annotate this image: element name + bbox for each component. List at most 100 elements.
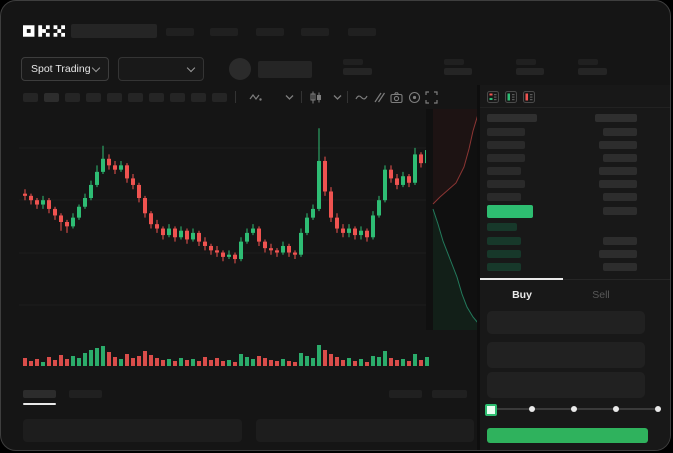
slider-handle[interactable] xyxy=(485,404,497,416)
skeleton-nav-item[interactable] xyxy=(166,28,194,36)
fullscreen-icon[interactable] xyxy=(425,91,438,104)
order-book-row[interactable] xyxy=(487,154,525,162)
compare-icon[interactable] xyxy=(372,91,385,104)
slider-stop-dot[interactable] xyxy=(529,406,535,412)
order-book-row[interactable] xyxy=(603,207,637,215)
order-book-row[interactable] xyxy=(487,250,521,258)
skeleton-interval-button[interactable] xyxy=(86,93,101,102)
slider-stop-dot[interactable] xyxy=(655,406,661,412)
skeleton-interval-button[interactable] xyxy=(128,93,143,102)
skeleton-nav-item[interactable] xyxy=(256,28,284,36)
book-asks-icon[interactable] xyxy=(523,91,535,103)
skeleton-nav-item[interactable] xyxy=(301,28,329,36)
order-book-row[interactable] xyxy=(603,154,637,162)
pair-avatar[interactable] xyxy=(229,58,251,80)
candle xyxy=(281,245,285,253)
order-book-row[interactable] xyxy=(595,114,637,122)
candle xyxy=(215,250,219,253)
skeleton-interval-button[interactable] xyxy=(149,93,164,102)
order-book-row[interactable] xyxy=(599,167,637,175)
skeleton-nav-item[interactable] xyxy=(348,28,376,36)
tab-buy[interactable]: Buy xyxy=(512,289,532,301)
order-book-row[interactable] xyxy=(487,223,517,231)
skeleton-stat-label xyxy=(578,59,598,65)
chevron-down-icon[interactable] xyxy=(285,94,298,107)
candle xyxy=(251,228,255,233)
buy-button[interactable] xyxy=(487,428,648,443)
candle xyxy=(149,213,153,225)
skeleton-interval-button[interactable] xyxy=(65,93,80,102)
skeleton-bottom-action[interactable] xyxy=(389,390,422,398)
order-book-row[interactable] xyxy=(603,128,637,136)
volume-bar xyxy=(401,359,405,366)
order-book-row[interactable] xyxy=(487,128,525,136)
order-book-row[interactable] xyxy=(599,180,637,188)
tab-sell[interactable]: Sell xyxy=(592,289,610,301)
order-book-row[interactable] xyxy=(487,193,521,201)
candle xyxy=(233,254,237,260)
candle xyxy=(65,222,69,227)
skeleton-interval-button[interactable] xyxy=(107,93,122,102)
pair-selector-dropdown[interactable] xyxy=(118,57,204,81)
volume-bar xyxy=(329,354,333,366)
skeleton-bottom-action[interactable] xyxy=(432,390,467,398)
order-book-row[interactable] xyxy=(603,193,637,201)
volume-bar xyxy=(167,359,171,366)
volume-bar xyxy=(185,360,189,366)
volume-bar xyxy=(227,360,231,366)
toolbar-divider xyxy=(301,91,302,103)
volume-bar xyxy=(293,362,297,366)
amount-slider[interactable] xyxy=(485,404,661,416)
skeleton-interval-button[interactable] xyxy=(191,93,206,102)
candle xyxy=(299,232,303,255)
slider-stop-dot[interactable] xyxy=(571,406,577,412)
candlestick-style-icon[interactable] xyxy=(309,91,322,104)
skeleton-interval-button[interactable] xyxy=(44,93,59,102)
skeleton-bottom-tab[interactable] xyxy=(69,390,102,398)
skeleton-interval-button[interactable] xyxy=(212,93,227,102)
candle xyxy=(125,165,129,179)
line-chart-icon[interactable] xyxy=(355,91,368,104)
snapshot-circle-icon[interactable] xyxy=(408,91,421,104)
order-book-row[interactable] xyxy=(599,141,637,149)
order-book-row[interactable] xyxy=(487,167,521,175)
skeleton-stat-label xyxy=(343,59,363,65)
candle xyxy=(377,200,381,216)
candle xyxy=(71,217,75,227)
order-book-row[interactable] xyxy=(487,141,525,149)
skeleton-interval-button[interactable] xyxy=(170,93,185,102)
chevron-down-icon xyxy=(186,63,196,73)
order-book-row[interactable] xyxy=(487,237,521,245)
price-input[interactable] xyxy=(487,311,645,334)
order-book-row[interactable] xyxy=(603,263,637,271)
volume-bar xyxy=(413,354,417,366)
volume-bar xyxy=(281,359,285,366)
chevron-down-icon[interactable] xyxy=(333,94,346,107)
candle xyxy=(203,241,207,246)
order-book-row[interactable] xyxy=(599,250,637,258)
slider-stop-dot[interactable] xyxy=(613,406,619,412)
skeleton-interval-button[interactable] xyxy=(23,93,38,102)
book-both-icon[interactable] xyxy=(487,91,499,103)
camera-icon[interactable] xyxy=(390,91,403,104)
order-book-row[interactable] xyxy=(487,114,537,122)
order-book-row[interactable] xyxy=(487,263,521,271)
order-book-row[interactable] xyxy=(603,237,637,245)
depth-chart-panel[interactable] xyxy=(426,109,479,330)
market-type-dropdown[interactable]: Spot Trading xyxy=(21,57,109,81)
book-bids-icon[interactable] xyxy=(505,91,517,103)
candlestick-chart-canvas[interactable] xyxy=(1,109,481,371)
skeleton-nav-item[interactable] xyxy=(210,28,238,36)
skeleton-bottom-tab-active[interactable] xyxy=(23,390,56,398)
indicator-icon[interactable] xyxy=(249,91,262,104)
amount-input[interactable] xyxy=(487,342,645,368)
last-price-bar[interactable] xyxy=(487,205,533,218)
volume-bar xyxy=(155,358,159,366)
total-input[interactable] xyxy=(487,372,645,398)
order-book-row[interactable] xyxy=(487,180,525,188)
volume-bar xyxy=(323,350,327,366)
volume-bar xyxy=(371,356,375,366)
volume-bar xyxy=(173,361,177,366)
okx-logo[interactable] xyxy=(23,25,65,37)
